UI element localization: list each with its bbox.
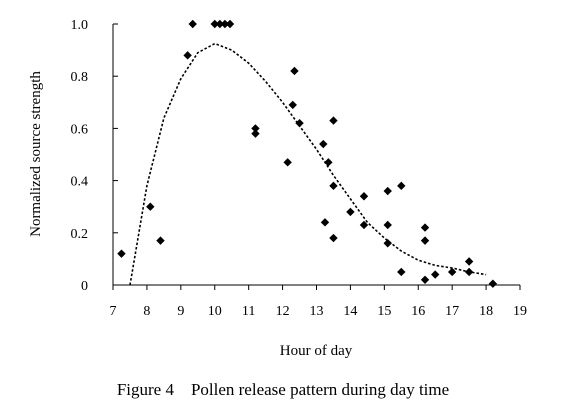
data-point [225,19,235,29]
data-point [329,181,338,191]
data-point [420,236,430,245]
data-point [210,19,219,29]
data-point [431,270,440,279]
data-point [290,66,299,76]
axes [112,24,520,286]
data-point [329,233,338,243]
data-point [251,129,260,138]
y-tick-label: 0.4 [71,175,89,190]
x-tick-label: 13 [310,304,324,319]
y-tick-label: 0 [81,279,88,294]
x-tick-label: 18 [479,304,493,319]
x-tick-label: 17 [445,304,459,319]
data-point [117,249,126,258]
y-axis-ticks: 0 0.2 0.4 0.6 0.8 1.0 [71,18,118,294]
data-points [117,19,498,288]
data-point [397,267,406,277]
y-tick-label: 1.0 [71,18,89,33]
data-point [324,158,333,167]
data-point [183,51,192,60]
data-point [220,19,230,29]
data-point [288,100,297,110]
scatter-chart: 7 8 9 10 11 12 13 14 15 16 17 18 19 0 0.2 0.4 0.6 0.8 1.0… [28,18,527,359]
data-point [146,202,155,211]
data-point [283,158,292,167]
data-point [329,116,338,125]
x-tick-label: 12 [276,304,290,319]
x-tick-label: 9 [177,304,184,319]
data-point [447,267,457,277]
data-point [488,279,498,288]
data-point [251,124,260,133]
x-tick-label: 8 [143,304,150,319]
data-point [215,19,225,29]
data-point [383,220,392,230]
fitted-curve-line [129,42,487,286]
data-point [346,207,355,217]
figure-caption: Figure 4 Pollen release pattern during d… [116,380,450,399]
x-tick-label: 11 [242,304,255,319]
x-axis-label: Hour of day [280,343,353,359]
data-point [383,239,392,248]
data-point [383,186,392,196]
data-point [464,257,474,266]
data-point [320,218,330,227]
data-point [359,192,369,201]
data-point [188,19,197,29]
x-tick-label: 7 [110,304,117,319]
x-tick-label: 19 [513,304,527,319]
x-tick-label: 15 [377,304,391,319]
data-point [464,267,474,277]
data-point [319,139,328,149]
x-axis-ticks: 7 8 9 10 11 12 13 14 15 16 17 18 19 [110,285,527,319]
y-tick-label: 0.6 [71,122,89,137]
data-point [397,181,406,191]
y-tick-label: 0.2 [71,227,89,242]
x-tick-label: 16 [411,304,425,319]
fitted-curve [129,42,487,286]
y-tick-label: 0.8 [71,70,89,85]
data-point [156,236,165,245]
data-point [295,118,304,128]
data-point [359,220,369,230]
data-point [420,223,430,232]
data-point [420,275,430,284]
x-tick-label: 14 [343,304,357,319]
y-axis-label: Normalized source strength [28,71,44,237]
x-tick-label: 10 [208,304,222,319]
